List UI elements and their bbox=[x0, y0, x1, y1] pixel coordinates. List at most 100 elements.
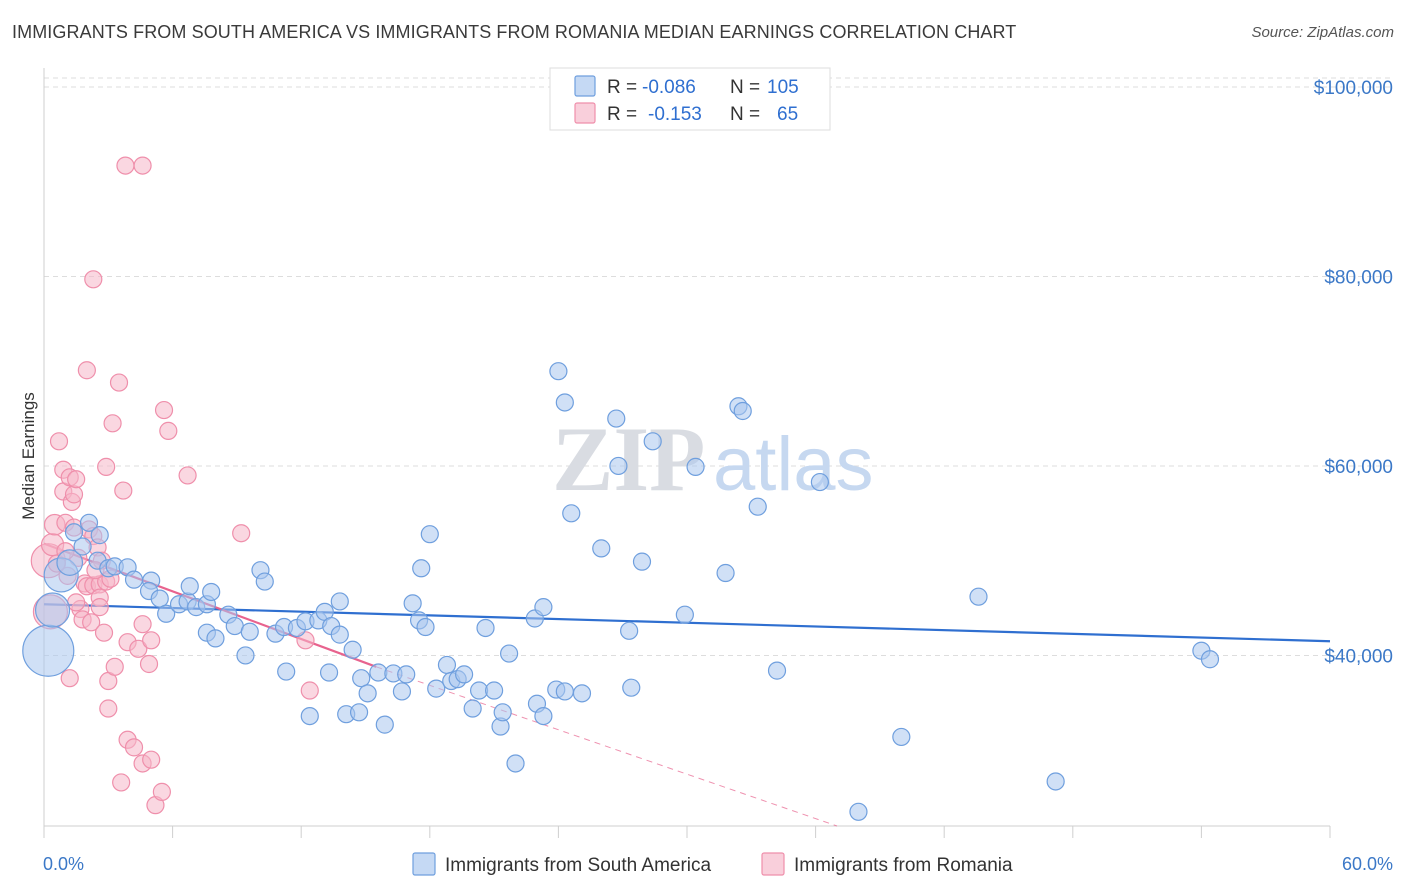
point-romania-47 bbox=[133, 615, 152, 634]
point-south-america-22 bbox=[202, 582, 221, 602]
point-romania-28 bbox=[90, 598, 109, 617]
axes bbox=[43, 68, 1331, 838]
source-credit: Source: ZipAtlas.com bbox=[1251, 24, 1394, 41]
point-south-america-53 bbox=[403, 594, 422, 613]
trend-lines bbox=[43, 542, 1331, 827]
point-south-america-7 bbox=[90, 526, 109, 545]
point-south-america-76 bbox=[555, 682, 574, 701]
point-romania-60 bbox=[300, 681, 319, 700]
point-south-america-27 bbox=[236, 646, 255, 665]
point-south-america-92 bbox=[733, 401, 752, 421]
point-south-america-59 bbox=[437, 655, 457, 675]
point-romania-13 bbox=[67, 470, 86, 489]
y-tick-label-1: $60,000 bbox=[1324, 457, 1393, 478]
bottom-legend-label-romania: Immigrants from Romania bbox=[794, 855, 1013, 876]
point-romania-38 bbox=[105, 657, 124, 676]
point-south-america-36 bbox=[300, 706, 319, 726]
point-romania-37 bbox=[103, 414, 122, 433]
point-romania-17 bbox=[60, 669, 79, 688]
point-south-america-51 bbox=[392, 682, 412, 701]
point-south-america-57 bbox=[420, 525, 439, 544]
point-south-america-16 bbox=[157, 604, 176, 623]
point-romania-52 bbox=[152, 782, 171, 801]
point-south-america-80 bbox=[555, 393, 574, 412]
point-south-america-77 bbox=[562, 504, 581, 523]
point-romania-39 bbox=[109, 373, 129, 392]
point-romania-4 bbox=[49, 432, 69, 451]
bottom-legend-swatch-south-america bbox=[412, 852, 436, 876]
chart-title: IMMIGRANTS FROM SOUTH AMERICA VS IMMIGRA… bbox=[12, 22, 1017, 42]
point-south-america-84 bbox=[620, 621, 639, 640]
point-south-america-69 bbox=[500, 644, 519, 663]
point-romania-33 bbox=[84, 270, 103, 289]
legend-frame bbox=[549, 67, 831, 131]
point-south-america-88 bbox=[675, 605, 694, 624]
point-south-america-46 bbox=[352, 669, 371, 688]
point-romania-64 bbox=[67, 593, 86, 612]
point-romania-57 bbox=[133, 156, 152, 175]
x-tick-label-min: 0.0% bbox=[43, 854, 84, 874]
bottom-legend-swatch-romania bbox=[761, 852, 785, 876]
legend-r-value-1: -0.086 bbox=[642, 77, 696, 98]
legend-swatch-south-america bbox=[574, 75, 596, 97]
point-south-america-78 bbox=[572, 684, 592, 703]
point-south-america-86 bbox=[632, 552, 652, 571]
point-south-america-42 bbox=[330, 625, 349, 644]
point-south-america-73 bbox=[534, 706, 553, 726]
point-south-america-4 bbox=[73, 537, 92, 556]
point-romania-59 bbox=[296, 631, 315, 650]
bottom-legend-label-south-america: Immigrants from South America bbox=[445, 855, 712, 876]
y-tick-label-3: $100,000 bbox=[1314, 78, 1393, 99]
legend-n-label-1: N = bbox=[730, 77, 760, 98]
point-south-america-28 bbox=[240, 622, 259, 641]
legend-n-value-2: 65 bbox=[777, 104, 798, 125]
point-romania-34 bbox=[99, 699, 118, 718]
point-south-america-55 bbox=[412, 559, 431, 578]
point-south-america-96 bbox=[849, 802, 868, 821]
watermark: ZIP atlas bbox=[552, 408, 874, 510]
point-south-america-49 bbox=[375, 715, 394, 734]
point-romania-41 bbox=[114, 481, 133, 500]
point-romania-58 bbox=[232, 524, 251, 543]
point-south-america-45 bbox=[349, 703, 369, 722]
point-romania-19 bbox=[77, 361, 96, 380]
point-south-america-85 bbox=[622, 678, 641, 697]
point-south-america-89 bbox=[686, 457, 705, 476]
point-romania-31 bbox=[97, 457, 116, 476]
point-south-america-93 bbox=[748, 497, 767, 516]
point-romania-44 bbox=[124, 738, 144, 757]
legend-r-value-2: -0.153 bbox=[648, 104, 702, 125]
point-south-america-1 bbox=[34, 592, 71, 628]
point-south-america-99 bbox=[1046, 772, 1065, 791]
watermark-zip: ZIP bbox=[552, 408, 705, 510]
point-south-america-66 bbox=[485, 681, 504, 700]
point-romania-50 bbox=[142, 631, 161, 650]
x-tick-label-max: 60.0% bbox=[1342, 854, 1393, 874]
point-romania-53 bbox=[154, 400, 174, 420]
point-south-america-58 bbox=[427, 679, 446, 698]
point-south-america-98 bbox=[969, 587, 988, 606]
point-south-america-68 bbox=[493, 703, 512, 722]
point-south-america-44 bbox=[343, 640, 362, 659]
point-south-america-62 bbox=[454, 665, 474, 684]
point-romania-56 bbox=[116, 156, 135, 175]
point-south-america-90 bbox=[716, 563, 735, 583]
bottom-legend: Immigrants from South America Immigrants… bbox=[412, 852, 1013, 876]
point-south-america-70 bbox=[506, 754, 525, 773]
point-south-america-19 bbox=[180, 577, 199, 596]
point-south-america-24 bbox=[206, 629, 225, 648]
data-points bbox=[22, 156, 1220, 821]
y-tick-label-0: $40,000 bbox=[1324, 646, 1393, 667]
legend-r-label-2: R = bbox=[607, 104, 637, 125]
point-south-america-33 bbox=[277, 662, 296, 681]
point-south-america-74 bbox=[534, 598, 553, 617]
point-south-america-81 bbox=[592, 539, 611, 558]
point-south-america-82 bbox=[607, 409, 626, 428]
point-south-america-63 bbox=[463, 699, 482, 718]
point-romania-49 bbox=[142, 750, 161, 769]
point-south-america-5 bbox=[64, 523, 84, 542]
y-axis-title: Median Earnings bbox=[19, 392, 38, 520]
point-south-america-15 bbox=[150, 589, 169, 608]
point-south-america-95 bbox=[810, 472, 829, 492]
